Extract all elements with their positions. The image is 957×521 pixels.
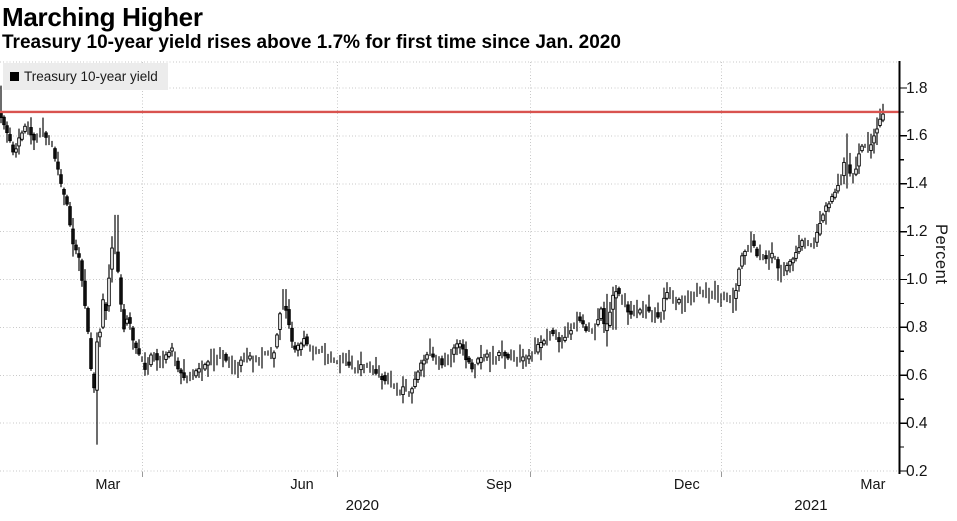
chart-subtitle: Treasury 10-year yield rises above 1.7% … (2, 32, 621, 53)
x-tick-label: Jun (290, 477, 314, 493)
chart-title: Marching Higher (2, 2, 203, 32)
x-tick-label: Mar (860, 477, 886, 493)
year-label: 2021 (794, 497, 828, 514)
x-tick-label: Dec (673, 477, 700, 493)
x-tick-label: Sep (486, 477, 512, 493)
y-tick-label: 1.2 (906, 223, 928, 241)
y-tick-label: 1.4 (906, 175, 928, 193)
legend: Treasury 10-year yield (3, 63, 168, 90)
year-label: 2020 (345, 497, 379, 514)
y-tick-label: 0.4 (906, 414, 928, 432)
y-tick-label: 1.0 (906, 271, 928, 288)
y-tick-label: 0.2 (906, 462, 928, 480)
y-tick-label: 0.8 (906, 318, 928, 336)
x-tick-label: Mar (95, 477, 121, 493)
y-tick-label: 0.6 (906, 366, 928, 384)
series-marker-icon (10, 72, 19, 81)
y-tick-label: 1.6 (906, 127, 928, 145)
y-tick-label: 1.8 (906, 79, 928, 97)
y-axis-title: Percent (932, 224, 950, 285)
legend-label: Treasury 10-year yield (24, 69, 158, 84)
